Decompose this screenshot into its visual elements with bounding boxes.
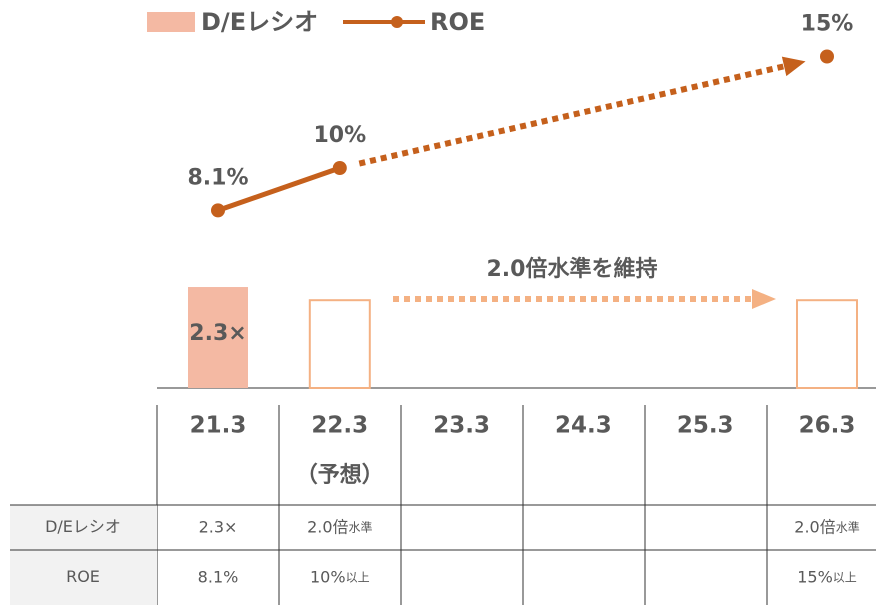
table-cell: 15%以上 xyxy=(797,567,857,586)
line-dot xyxy=(211,203,225,218)
x-tick-label: 24.3 xyxy=(555,413,612,439)
cell-text: 10% xyxy=(310,567,346,586)
table-cell: 8.1% xyxy=(198,567,239,586)
row-header: ROE xyxy=(66,567,100,586)
x-tick-label: 26.3 xyxy=(799,413,856,439)
x-tick-label: 25.3 xyxy=(677,413,734,439)
cell-text: 2.0倍 xyxy=(794,517,835,536)
cell-text: 8.1% xyxy=(198,567,239,586)
table-cell: 2.0倍水準 xyxy=(307,517,372,536)
table-cell: 10%以上 xyxy=(310,567,370,586)
line-arrowhead xyxy=(781,56,806,77)
cell-text: 2.3× xyxy=(199,517,238,536)
row-header-bg xyxy=(10,505,157,550)
line-label: 15% xyxy=(801,12,854,37)
x-tick-label: 23.3 xyxy=(433,413,490,439)
cell-text: 2.0倍 xyxy=(307,517,348,536)
bar xyxy=(308,299,371,390)
x-tick-label: 21.3 xyxy=(190,413,247,439)
cell-suffix: 水準 xyxy=(349,519,373,534)
row-header: D/Eレシオ xyxy=(45,517,121,536)
x-tick-label: 22.3 xyxy=(311,413,368,439)
row-header-bg xyxy=(10,550,157,605)
annotation: 2.0倍水準を維持 xyxy=(487,256,658,282)
category-note: （予想） xyxy=(296,463,384,488)
legend-label: ROE xyxy=(430,8,485,36)
line-label: 10% xyxy=(313,123,366,148)
cell-suffix: 水準 xyxy=(836,519,860,534)
line-forecast xyxy=(358,61,793,167)
table-cell: 2.0倍水準 xyxy=(794,517,859,536)
annotation-arrowhead xyxy=(752,289,776,309)
line-dot xyxy=(820,49,834,64)
legend-swatch xyxy=(147,12,195,32)
legend-label: D/Eレシオ xyxy=(201,8,318,36)
cell-suffix: 以上 xyxy=(833,570,857,584)
cell-suffix: 以上 xyxy=(346,570,370,584)
bar xyxy=(188,287,248,388)
line-dot xyxy=(332,161,347,175)
line-actual xyxy=(217,165,341,213)
cell-text: 15% xyxy=(797,567,833,586)
line-label: 8.1% xyxy=(187,165,248,190)
bar-label: 2.3× xyxy=(189,321,246,346)
legend-dot xyxy=(391,16,403,28)
bar xyxy=(796,299,858,390)
table-cell: 2.3× xyxy=(199,517,238,536)
